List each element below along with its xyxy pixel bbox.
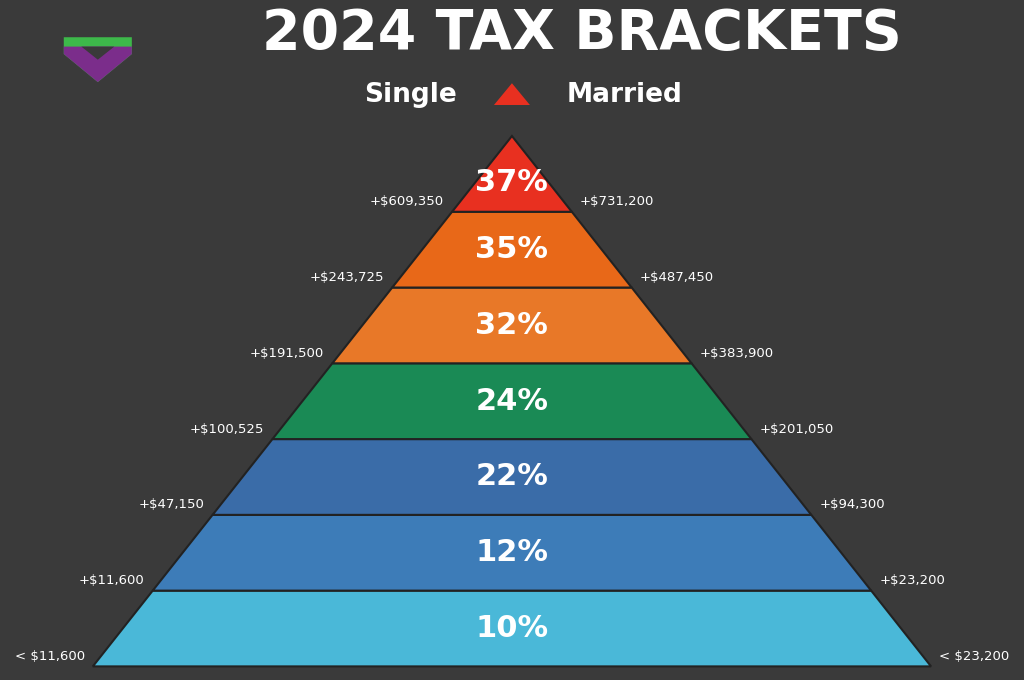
Text: +$487,450: +$487,450 xyxy=(640,271,714,284)
Text: 10%: 10% xyxy=(475,614,549,643)
Polygon shape xyxy=(213,439,811,515)
Polygon shape xyxy=(63,46,132,82)
Polygon shape xyxy=(333,288,691,363)
Text: Married: Married xyxy=(567,82,683,108)
Text: < $23,200: < $23,200 xyxy=(939,650,1010,663)
Polygon shape xyxy=(81,46,115,60)
Text: +$731,200: +$731,200 xyxy=(580,195,654,208)
Text: 22%: 22% xyxy=(475,462,549,492)
Text: +$243,725: +$243,725 xyxy=(309,271,384,284)
Polygon shape xyxy=(63,37,132,82)
Text: +$191,500: +$191,500 xyxy=(250,347,325,360)
Text: +$94,300: +$94,300 xyxy=(819,498,885,511)
Text: 32%: 32% xyxy=(475,311,549,340)
Text: +$23,200: +$23,200 xyxy=(880,574,945,588)
Text: 12%: 12% xyxy=(475,539,549,567)
Text: +$201,050: +$201,050 xyxy=(760,423,834,436)
Text: 2024 TAX BRACKETS: 2024 TAX BRACKETS xyxy=(262,7,902,61)
Polygon shape xyxy=(153,515,871,591)
Text: +$47,150: +$47,150 xyxy=(138,498,205,511)
Text: < $11,600: < $11,600 xyxy=(14,650,85,663)
Text: Single: Single xyxy=(365,82,457,108)
Text: +$100,525: +$100,525 xyxy=(190,423,264,436)
Polygon shape xyxy=(494,83,529,105)
Text: 37%: 37% xyxy=(475,169,549,197)
Text: 24%: 24% xyxy=(475,387,549,415)
Polygon shape xyxy=(392,211,632,288)
Text: +$609,350: +$609,350 xyxy=(370,195,444,208)
Polygon shape xyxy=(272,363,752,439)
Polygon shape xyxy=(93,591,931,666)
Text: +$383,900: +$383,900 xyxy=(699,347,774,360)
Polygon shape xyxy=(452,136,571,211)
Text: 35%: 35% xyxy=(475,235,549,264)
Text: +$11,600: +$11,600 xyxy=(79,574,144,588)
